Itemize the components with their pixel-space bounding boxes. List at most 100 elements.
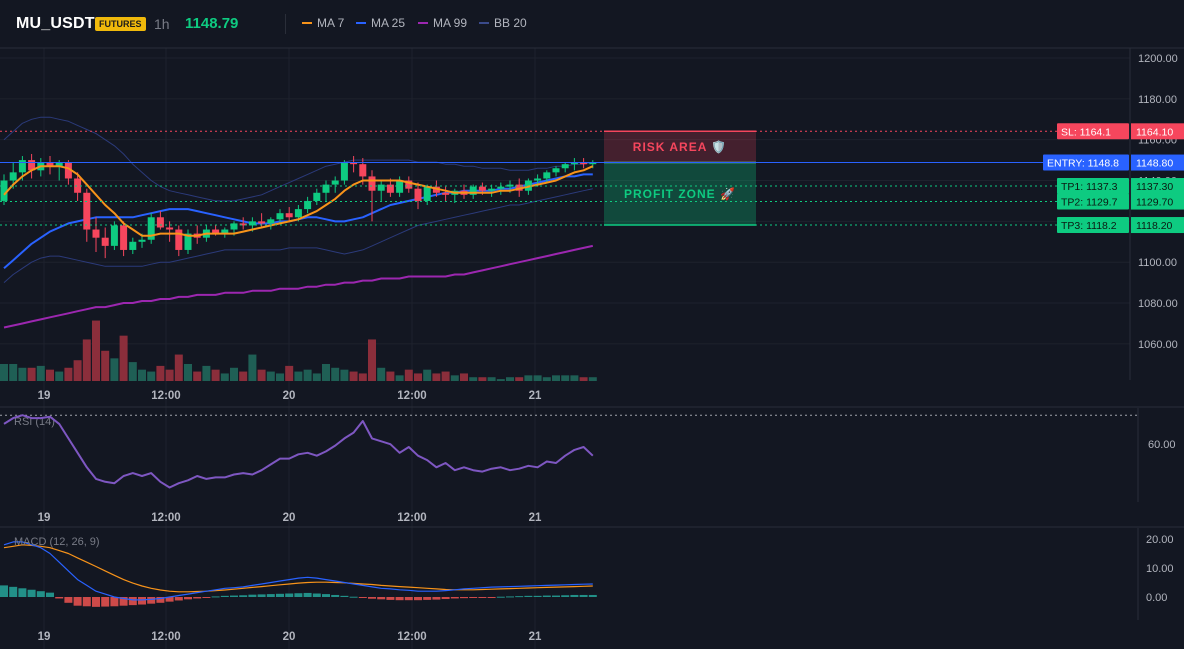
volume-bar: [193, 371, 202, 381]
volume-bar: [312, 373, 321, 381]
macd-histogram-bar: [533, 595, 542, 597]
volume-bar: [110, 358, 119, 381]
legend-swatch-ma99: [418, 22, 428, 24]
x-tick-label: 19: [38, 512, 51, 524]
candle-body: [18, 160, 26, 173]
risk-zone-label: RISK AREA 🛡️: [633, 140, 727, 154]
futures-badge: FUTURES: [95, 17, 146, 31]
candle-body: [46, 162, 54, 167]
macd-histogram-bar: [404, 597, 413, 601]
macd-histogram-bar: [9, 586, 18, 597]
symbol-name[interactable]: MU_USDT: [16, 15, 95, 32]
candle-body: [478, 186, 486, 191]
level-tag-label: ENTRY: 1148.8: [1047, 158, 1119, 170]
volume-bar: [36, 365, 45, 381]
level-axis-label: 1118.20: [1136, 220, 1173, 232]
rsi-y-tick-label: 60.00: [1148, 439, 1176, 451]
legend-label-ma25: MA 25: [371, 16, 406, 30]
volume-bar: [432, 373, 441, 381]
macd-histogram-bar: [542, 595, 551, 597]
legend-ma99[interactable]: MA 99: [418, 16, 467, 30]
volume-bar: [542, 377, 551, 381]
volume-bar: [55, 371, 64, 381]
candle-body: [488, 188, 496, 191]
legend-label-ma99: MA 99: [433, 16, 468, 30]
macd-histogram-bar: [294, 593, 303, 597]
macd-histogram-bar: [36, 591, 45, 597]
header-divider: [285, 14, 286, 34]
x-tick-label: 19: [38, 631, 51, 643]
macd-histogram-bar: [257, 594, 266, 597]
macd-histogram-bar: [0, 585, 8, 597]
level-axis-label: 1164.10: [1136, 126, 1173, 138]
last-price: 1148.79: [185, 15, 239, 32]
macd-histogram-bar: [110, 597, 119, 607]
macd-histogram-bar: [478, 597, 487, 598]
candle-body: [552, 168, 560, 173]
macd-histogram-bar: [469, 597, 478, 598]
macd-histogram-bar: [101, 597, 110, 607]
legend-swatch-bb20: [479, 22, 489, 24]
level-axis-tag-tp3: [1131, 217, 1184, 234]
candle-body: [28, 160, 36, 171]
level-axis-label: 1148.80: [1136, 158, 1173, 170]
volume-bar: [561, 375, 570, 381]
macd-histogram-bar: [211, 596, 220, 598]
macd-histogram-bar: [119, 597, 128, 606]
volume-bar: [303, 369, 312, 381]
candle-body: [175, 229, 183, 250]
candle-body: [83, 192, 91, 230]
candle-body: [359, 164, 367, 177]
candle-body: [386, 184, 394, 193]
x-tick-label: 12:00: [151, 631, 180, 643]
volume-bar: [27, 367, 36, 381]
macd-histogram-bar: [487, 597, 496, 598]
candle-body: [377, 184, 385, 191]
legend-bb20[interactable]: BB 20: [479, 16, 527, 30]
volume-bar: [552, 375, 560, 381]
volume-bar: [248, 354, 257, 381]
ma99-line: [3, 244, 594, 329]
macd-histogram-bar: [128, 597, 137, 606]
volume-bar: [496, 379, 505, 381]
legend-label-bb20: BB 20: [494, 16, 527, 30]
candle-body: [368, 176, 376, 191]
volume-bar: [441, 371, 450, 381]
candle-body: [101, 237, 109, 246]
macd-line: [3, 541, 593, 601]
macd-histogram-bar: [165, 597, 174, 602]
candle-body: [74, 178, 82, 193]
candle-body: [423, 186, 431, 201]
legend-ma25[interactable]: MA 25: [356, 16, 405, 30]
timeframe-label[interactable]: 1h: [154, 16, 170, 32]
volume-bar: [184, 364, 192, 381]
macd-histogram-bar: [156, 597, 165, 603]
candle-body: [184, 233, 192, 250]
legend-ma7[interactable]: MA 7: [302, 16, 344, 30]
volume-bar: [128, 362, 137, 381]
macd-histogram-bar: [239, 595, 248, 597]
level-tag-entry: [1043, 154, 1129, 171]
macd-histogram-bar: [496, 596, 505, 598]
candle-body: [110, 225, 118, 246]
level-axis-label: 1137.30: [1136, 181, 1173, 193]
x-tick-label: 12:00: [397, 631, 426, 643]
level-tag-sl: [1057, 123, 1129, 140]
level-axis-tag-sl: [1131, 123, 1184, 140]
candle-body: [497, 186, 505, 189]
candle-body: [543, 172, 551, 179]
bb-lower-line: [3, 188, 593, 283]
candle-body: [138, 239, 146, 242]
candle-body: [239, 223, 247, 226]
macd-histogram-bar: [460, 597, 468, 599]
volume-bar: [588, 377, 597, 381]
level-tag-label: TP2: 1129.7: [1061, 197, 1118, 209]
candle-body: [120, 225, 128, 250]
x-tick-label: 20: [283, 390, 296, 402]
candle-body: [442, 192, 450, 195]
macd-histogram-bar: [202, 597, 211, 598]
candle-body: [414, 188, 422, 201]
legend-swatch-ma25: [356, 22, 366, 24]
candle-body: [248, 221, 256, 226]
